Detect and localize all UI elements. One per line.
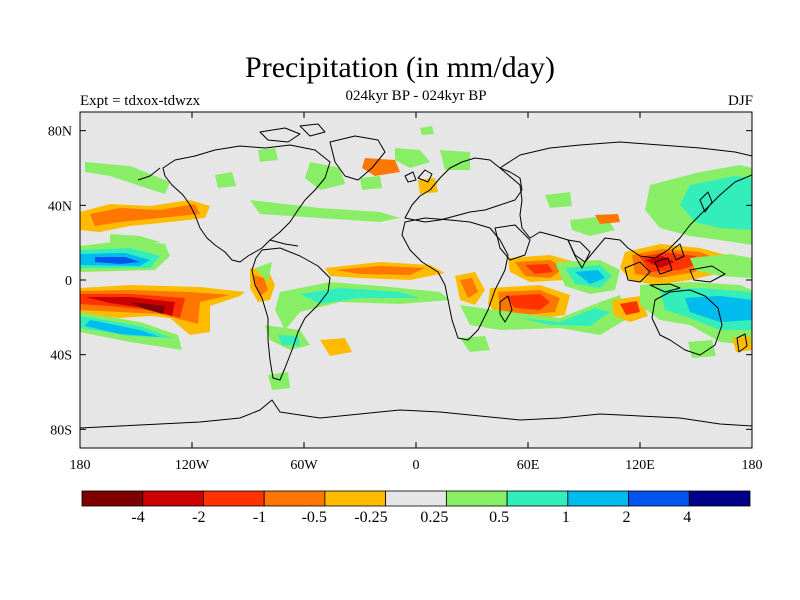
- north-atlantic-dry-patch: [362, 158, 400, 176]
- colorbar: -4 -2 -1 -0.5 -0.25 0.25 0.5 1 2 4: [81, 490, 751, 526]
- colorbar-swatch: [81, 490, 144, 507]
- lat-tick-label: 80S: [50, 423, 72, 438]
- lat-tick-label: 0: [65, 274, 72, 289]
- amazon-wet-patch: [255, 262, 272, 282]
- colorbar-label: 0.5: [489, 509, 509, 526]
- central-asia-dry-patch: [595, 214, 620, 224]
- lat-tick-label: 40N: [48, 199, 72, 214]
- colorbar-label: -2: [192, 509, 205, 526]
- lon-tick-label: 180: [742, 458, 763, 473]
- north-pacific-wet-band: [80, 240, 170, 272]
- arctic-wet-patch: [420, 126, 434, 135]
- patagonia-wet-patch: [268, 372, 290, 390]
- north-pacific-dry-band: [80, 200, 210, 232]
- south-pacific-wet-band: [80, 312, 182, 350]
- lat-tick-label: 40S: [50, 349, 72, 364]
- colorbar-swatch: [263, 490, 326, 507]
- colorbar-label: -4: [131, 509, 144, 526]
- colorbar-swatch: [385, 490, 447, 507]
- lon-tick-label: 180: [70, 458, 91, 473]
- greenland-sea-wet-patch: [360, 176, 382, 190]
- lon-tick-label: 0: [413, 458, 420, 473]
- nordic-wet-patch: [395, 148, 430, 168]
- colorbar-label: -0.5: [302, 509, 327, 526]
- south-atlantic-dry-patch: [320, 338, 352, 356]
- season-label: DJF: [727, 93, 753, 109]
- colorbar-label: 4: [683, 509, 691, 526]
- scandinavia-wet-patch: [440, 150, 470, 170]
- canada-wet-patch: [215, 172, 236, 188]
- north-pacific-wet-patch: [85, 162, 170, 194]
- colorbar-label: 0.25: [420, 509, 448, 526]
- chart-title: Precipitation (in mm/day): [245, 51, 555, 84]
- colorbar-swatch: [628, 490, 690, 507]
- arabian-sea-dry-band: [508, 255, 575, 282]
- colorbar-label: -0.25: [354, 509, 387, 526]
- longitude-ticks: 180 120W 60W 0 60E 120E 180: [70, 112, 763, 473]
- indian-ocean-dry-band: [488, 285, 570, 320]
- coastlines: [80, 123, 752, 429]
- colorbar-swatch: [688, 490, 751, 507]
- west-asia-wet-patch: [545, 192, 572, 208]
- lat-tick-label: 80N: [48, 125, 72, 140]
- experiment-label: Expt = tdxox-tdwzx: [80, 93, 201, 109]
- australia-wet-patch: [688, 340, 716, 358]
- arctic-canada-wet-patch: [258, 148, 278, 162]
- colorbar-swatch: [142, 490, 204, 507]
- north-atlantic-wet-band: [250, 200, 400, 222]
- central-pacific-dry-band: [80, 285, 245, 335]
- colorbar-swatch: [445, 490, 508, 507]
- lon-tick-label: 120W: [175, 458, 210, 473]
- colorbar-label: 2: [623, 509, 631, 526]
- indian-ocean-wet-band: [460, 260, 625, 335]
- equatorial-atlantic-dry-band: [325, 262, 445, 280]
- south-atlantic-wet-band: [275, 282, 450, 330]
- chart-subtitle: 024kyr BP - 024kyr BP: [345, 88, 487, 104]
- lon-tick-label: 60E: [517, 458, 540, 473]
- anomaly-field: [80, 126, 752, 390]
- andes-dry-core: [254, 275, 268, 296]
- lon-tick-label: 120E: [625, 458, 655, 473]
- colorbar-swatch: [203, 490, 265, 507]
- lon-tick-label: 60W: [290, 458, 318, 473]
- timor-dry-core: [620, 301, 640, 315]
- latitude-ticks: 80N 40N 0 40S 80S: [48, 125, 752, 438]
- europe-dry-patch: [418, 178, 438, 194]
- labrador-wet-patch: [305, 162, 345, 190]
- colorbar-swatch: [567, 490, 629, 507]
- colorbar-swatch: [506, 490, 569, 507]
- africa-dry-core: [460, 278, 478, 298]
- subtropical-pacific-wet-patch: [110, 234, 160, 246]
- colorbar-label: -1: [253, 509, 266, 526]
- colorbar-swatch: [324, 490, 387, 507]
- colorbar-label: 1: [562, 509, 570, 526]
